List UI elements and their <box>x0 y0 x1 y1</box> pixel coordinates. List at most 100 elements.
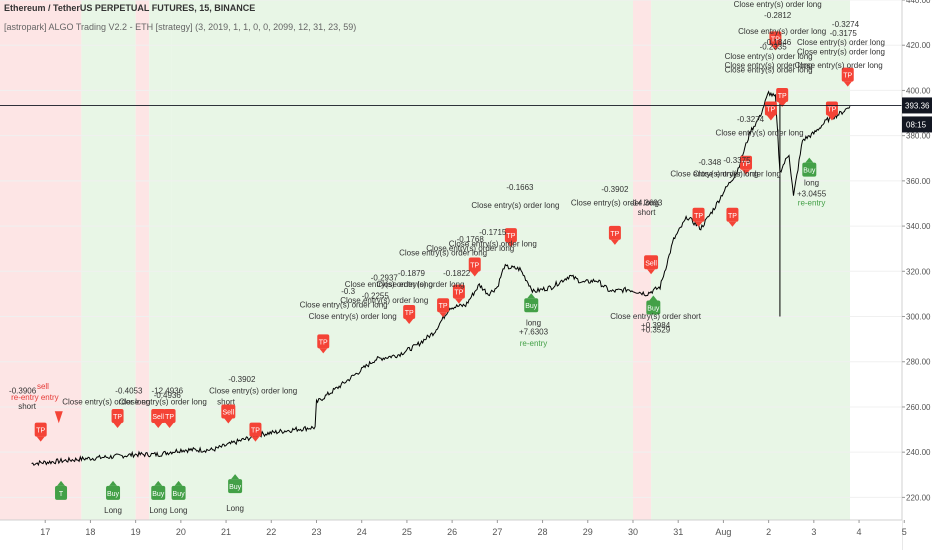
annotation-37: Close entry(s) order short <box>610 312 701 321</box>
tp-marker-label-24: TP <box>742 161 751 168</box>
y-tick-label-1: 420.00 <box>906 41 931 50</box>
annotation-42: Close entry(s) order long <box>670 169 758 178</box>
x-tick-label-9: 26 <box>447 527 457 537</box>
tp-marker-box-10 <box>249 422 262 437</box>
annotation-16: Close entry(s) order long <box>340 296 428 305</box>
annotation-14: -0.2255 <box>362 291 390 300</box>
annotation-13: -0.3 <box>341 287 355 296</box>
zone-long-1 <box>81 0 136 520</box>
tp-marker-23: TP <box>726 207 739 227</box>
buy-marker-box-2 <box>55 485 68 500</box>
tp-marker-label-25: TP <box>766 107 775 114</box>
x-tick-label-8: 25 <box>402 527 412 537</box>
y-tick-label-11: 220.00 <box>906 493 931 502</box>
annotation-17: Close entry(s) order long <box>309 312 397 321</box>
sell-marker-label-5: Sell <box>152 414 164 421</box>
tp-marker-26: TP <box>776 87 789 107</box>
last-price-label: 393.36 <box>905 101 930 110</box>
buy-marker-tip-11 <box>231 474 240 480</box>
tp-marker-box-13 <box>403 305 416 319</box>
annotation-62: Long <box>104 506 122 515</box>
symbol-title: Ethereum / TetherUS PERPETUAL FUTURES, 1… <box>4 3 256 13</box>
annotation-23: -0.1768 <box>457 235 485 244</box>
buy-marker-tip-4 <box>109 480 118 486</box>
y-tick-label-0: 440.00 <box>906 0 931 5</box>
tp-marker-0: TP <box>34 422 47 442</box>
tp-marker-label-27: TP <box>771 36 780 43</box>
tp-marker-label-26: TP <box>778 93 787 100</box>
tp-marker-10: TP <box>249 422 262 442</box>
x-tick-label-10: 27 <box>492 527 502 537</box>
tp-marker-tip-19 <box>610 239 619 245</box>
x-tick-label-2: 19 <box>131 527 141 537</box>
annotation-21: Close entry(s) order long <box>376 280 464 289</box>
tp-marker-24: TP <box>740 155 753 175</box>
sell-marker-label-9: Sell <box>222 409 234 416</box>
buy-marker-label-11: Buy <box>229 484 242 491</box>
y-tick-label-3: 380.00 <box>906 132 931 141</box>
x-tick-label-4: 21 <box>221 527 231 537</box>
tp-marker-box-24 <box>740 155 753 170</box>
sell-marker-tip-20 <box>647 269 656 275</box>
annotation-19: Close entry(s) order long <box>345 280 433 289</box>
tp-marker-label-23: TP <box>728 213 737 220</box>
tp-marker-tip-25 <box>766 115 775 121</box>
x-axis-panel <box>0 520 902 550</box>
sell-marker-box-9 <box>221 404 236 419</box>
tp-marker-label-3: TP <box>113 414 122 421</box>
annotation-10: -0.3902 <box>228 375 256 384</box>
tp-marker-tip-22 <box>694 221 703 227</box>
sell-marker-20: Sell <box>644 255 659 275</box>
annotation-28: -0.1663 <box>506 183 534 192</box>
buy-marker-tip-2 <box>57 480 66 486</box>
y-tick-label-7: 300.00 <box>906 313 931 322</box>
annotation-54: -0.3274 <box>832 20 860 29</box>
tp-marker-label-15: TP <box>454 290 463 297</box>
buy-marker-4: Buy <box>106 480 121 500</box>
tp-marker-box-16 <box>468 257 481 272</box>
annotation-34: Close entry(s) order long <box>571 199 659 208</box>
x-tick-label-5: 22 <box>266 527 276 537</box>
strategy-title: [astropark] ALGO Trading V2.2 - ETH [str… <box>4 22 357 32</box>
x-tick-label-13: 30 <box>628 527 638 537</box>
tp-marker-3: TP <box>111 409 124 428</box>
annotation-24: -0.1715 <box>479 228 507 237</box>
tp-marker-label-13: TP <box>405 310 414 317</box>
annotation-36: short <box>638 208 657 217</box>
tp-marker-tip-16 <box>470 271 479 277</box>
annotation-0: -0.3906 <box>9 386 37 395</box>
x-tick-label-1: 18 <box>85 527 95 537</box>
annotation-57: Close entry(s) order long <box>797 47 885 56</box>
tp-marker-label-29: TP <box>827 107 836 114</box>
price-line <box>31 90 851 467</box>
zone-long-4 <box>171 0 633 520</box>
tp-marker-13: TP <box>403 305 416 324</box>
annotation-53: Close entry(s) order long <box>725 65 813 74</box>
tp-marker-box-19 <box>608 225 621 240</box>
annotation-45: Close entry(s) order long <box>716 129 804 138</box>
sell-marker-box-20 <box>644 255 659 270</box>
y-tick-label-8: 280.00 <box>906 358 931 367</box>
annotation-49: -0.1846 <box>764 38 792 47</box>
buy-marker-label-28: Buy <box>803 168 816 175</box>
tp-marker-tip-6 <box>165 423 174 428</box>
tp-marker-label-30: TP <box>843 73 852 80</box>
x-tick-label-16: 2 <box>766 527 771 537</box>
tp-marker-box-23 <box>726 207 739 222</box>
tp-marker-label-14: TP <box>439 303 448 310</box>
tp-marker-box-6 <box>163 409 176 423</box>
tp-marker-tip-23 <box>728 221 737 227</box>
tp-marker-box-29 <box>825 101 838 116</box>
annotation-12: short <box>217 398 236 407</box>
sell-marker-label-20: Sell <box>645 260 657 267</box>
annotation-33: -0.3902 <box>601 185 629 194</box>
sell-marker-tip-5 <box>154 423 163 428</box>
buy-marker-2: T <box>55 480 68 500</box>
buy-marker-tip-7 <box>154 480 163 486</box>
tp-marker-27: TP <box>769 31 782 51</box>
x-tick-label-18: 4 <box>857 527 862 537</box>
arrow-marker-1 <box>54 411 63 424</box>
annotation-18: -0.2937 <box>371 273 399 282</box>
